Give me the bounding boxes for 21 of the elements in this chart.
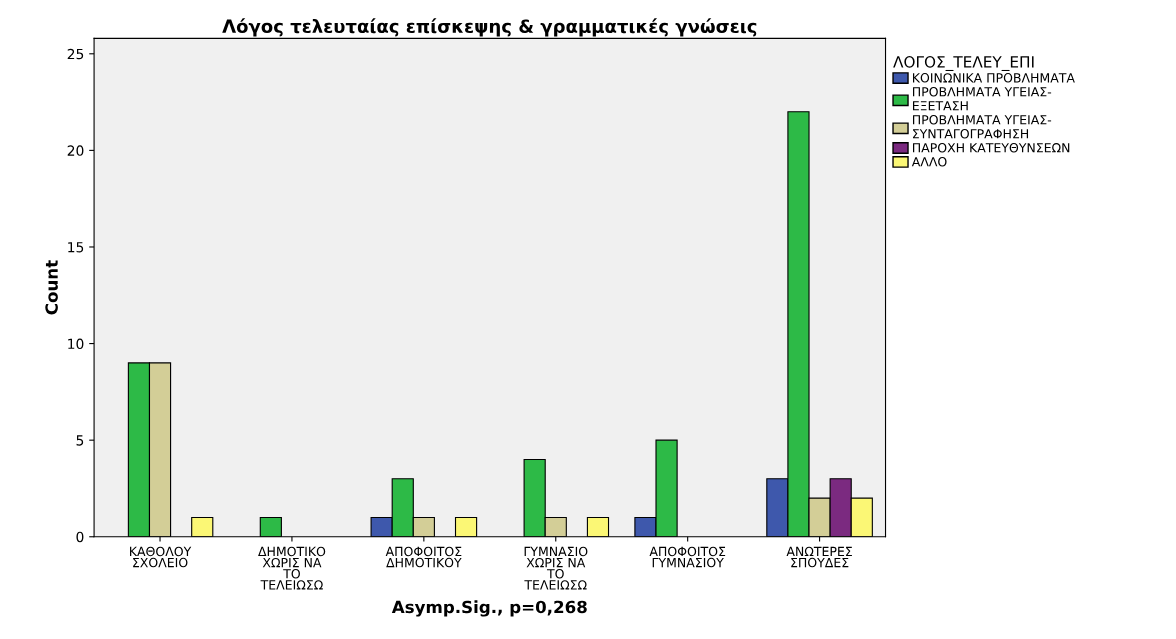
y-tick-label: 20 [67, 145, 84, 156]
x-axis-title: Asymp.Sig., p=0,268 [391, 600, 587, 617]
legend-label: ΚΟΙΝΩΝΙΚΑ ΠΡΟΒΛΗΜΑΤΑ [913, 73, 1075, 83]
x-tick-label: ΑΝΩΤΕΡΕΣ ΣΠΟΥΔΕΣ [786, 546, 852, 568]
y-tick-label: 10 [68, 338, 84, 350]
chart-title: Λόγος τελευταίας επίσκεψης & γραμματικές γνώσεις [222, 18, 757, 37]
legend-label: ΠΡΟΒΛΗΜΑΤΑ ΥΓΕΙΑΣ- ΣΥΝΤΑΓΟΓΡΑΦΗΣΗ [913, 115, 1052, 139]
x-tick-label: ΔΗΜΟΤΙΚΟ ΧΩΡΙΣ ΝΑ ΤΟ ΤΕΛΕΙΩΣΩ [258, 546, 326, 590]
legend-title: ΛΟΓΟΣ_ΤΕΛΕΥ_ΕΠΙ [893, 56, 1034, 72]
x-tick-label: ΑΠΟΦΟΙΤΟΣ ΓΥΜΝΑΣΙΟΥ [649, 546, 726, 568]
x-tick-label: ΓΥΜΝΑΣΙΟ ΧΩΡΙΣ ΝΑ ΤΟ ΤΕΛΕΙΩΣΩ [524, 546, 588, 590]
legend-label: ΠΑΡΟΧΗ ΚΑΤΕΥΘΥΝΣΕΩΝ [913, 143, 1070, 153]
x-tick-label: ΚΑΘΟΛΟΥ ΣΧΟΛΕΙΟ [130, 546, 192, 568]
y-tick-label: 15 [68, 242, 84, 253]
y-tick-label: 25 [67, 48, 84, 60]
y-tick-label: 0 [76, 531, 84, 543]
legend-label: ΠΡΟΒΛΗΜΑΤΑ ΥΓΕΙΑΣ- ΕΞΕΤΑΣΗ [913, 87, 1052, 111]
x-tick-label: ΑΠΟΦΟΙΤΟΣ ΔΗΜΟΤΙΚΟΥ [385, 546, 462, 568]
y-axis-title: Count [45, 260, 58, 315]
y-tick-label: 5 [76, 435, 84, 446]
legend-label: ΑΛΛΟ [911, 157, 947, 167]
